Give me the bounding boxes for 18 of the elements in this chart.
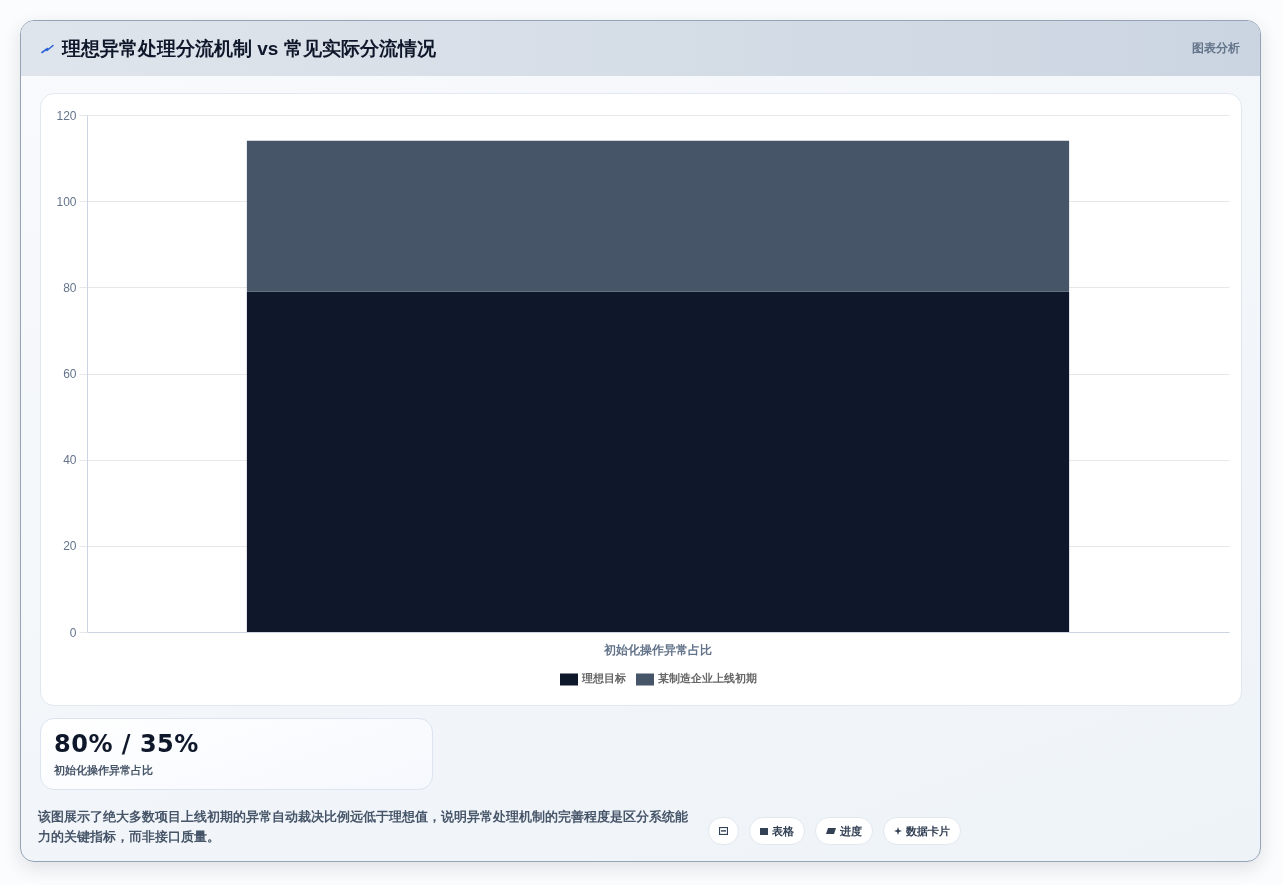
- y-tick-label: 80: [63, 280, 77, 295]
- view-button[interactable]: [708, 817, 739, 845]
- view-button[interactable]: 表格: [749, 817, 805, 845]
- y-tick-label: 120: [56, 108, 77, 123]
- view-button[interactable]: 进度: [815, 817, 873, 845]
- text: 图表分析: [1192, 40, 1240, 57]
- text: 初始化操作异常占比: [54, 763, 153, 778]
- y-tick-label: 40: [63, 453, 77, 468]
- text: 该图展示了绝大多数项目上线初期的异常自动裁决比例远低于理想值，说明异常处理机制的完善程度是区分系统能力的关键指标，而非接口质量。: [38, 808, 689, 846]
- legend-label: 理想目标: [581, 672, 626, 685]
- y-tick-label: 60: [63, 367, 77, 381]
- legend-label: 某制造企业上线初期: [657, 672, 757, 685]
- y-tick-label: 0: [69, 625, 77, 640]
- y-tick-label: 20: [63, 539, 77, 554]
- text: 80% / 35%: [54, 730, 199, 758]
- y-tick-label: 100: [56, 194, 77, 209]
- view-button[interactable]: 数据卡片: [883, 817, 961, 845]
- chart-title: 理想异常处理分流机制 vs 常见实际分流情况: [62, 37, 436, 61]
